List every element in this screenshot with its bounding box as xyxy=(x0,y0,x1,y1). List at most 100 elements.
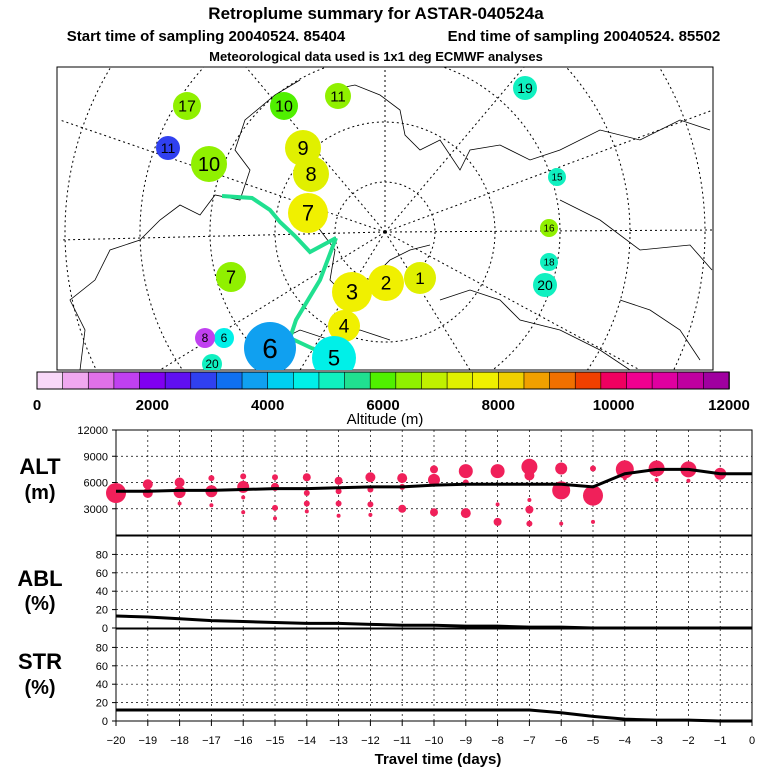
alt-cluster-point xyxy=(524,470,535,481)
alt-cluster-point xyxy=(240,473,247,480)
map-cluster-bubble xyxy=(328,310,360,342)
map-cluster-bubble xyxy=(285,130,321,166)
colorbar-segment xyxy=(703,371,730,390)
alt-cluster-point xyxy=(368,512,373,517)
altitude-colorbar: 0 2000 4000 6000 8000 10000 12000 xyxy=(33,371,750,414)
alt-panel-label: ALT xyxy=(19,454,61,479)
map-cluster-bubble xyxy=(325,83,351,109)
alt-panel-unit: (m) xyxy=(24,482,55,504)
alt-mean-line xyxy=(116,467,752,493)
str-panel-label: STR xyxy=(18,649,62,674)
x-tick-label: 0 xyxy=(749,735,755,747)
map-cluster-bubble xyxy=(214,328,234,348)
colorbar-segment xyxy=(190,371,218,390)
map-cluster-bubble xyxy=(156,136,180,160)
colorbar-segment xyxy=(87,371,115,390)
abl-chart: 0 20 40 60 80 xyxy=(96,535,753,635)
alt-cluster-point xyxy=(493,517,502,526)
map-cluster-bubble xyxy=(404,262,436,294)
abl-line xyxy=(115,614,752,630)
str-panel-unit: (%) xyxy=(24,677,55,699)
colorbar-segment xyxy=(472,371,500,390)
alt-cluster-point xyxy=(686,478,691,483)
colorbar-segment xyxy=(164,371,192,390)
map-cluster-label: 20 xyxy=(537,277,553,293)
map-cluster-label: 11 xyxy=(161,140,176,156)
colorbar-segment xyxy=(216,371,243,390)
x-tick-label: −15 xyxy=(266,735,285,747)
map-cluster-label: 7 xyxy=(226,267,236,287)
colorbar-segment xyxy=(36,371,64,390)
alt-cluster-point xyxy=(209,503,214,508)
map-cluster-bubble xyxy=(332,272,372,312)
alt-cluster-point xyxy=(490,464,505,479)
map-cluster-bubble xyxy=(270,92,298,120)
alt-cluster-point xyxy=(590,465,596,472)
colorbar-segment xyxy=(369,371,397,390)
y-tick-label: 60 xyxy=(96,661,108,673)
map-frame xyxy=(56,66,714,371)
map-cluster-label: 7 xyxy=(302,201,314,226)
x-tick-label: −2 xyxy=(682,735,695,747)
y-tick-label: 9000 xyxy=(84,451,108,463)
y-tick-label: 80 xyxy=(96,549,108,561)
x-tick-label: −20 xyxy=(107,735,126,747)
alt-cluster-point xyxy=(555,462,568,475)
x-tick-label: −16 xyxy=(234,735,253,747)
str-chart: 0 20 40 60 80 xyxy=(96,628,753,728)
x-tick-label: −6 xyxy=(555,735,568,747)
map-cluster-label: 8 xyxy=(202,331,209,345)
alt-cluster-point xyxy=(241,510,246,515)
x-tick-label: −17 xyxy=(202,735,221,747)
colorbar-segment xyxy=(600,371,628,390)
map-cluster-label: 15 xyxy=(551,173,563,184)
start-time-label: Start time of sampling 20040524. 85404 xyxy=(67,28,346,45)
y-tick-label: 40 xyxy=(96,679,108,691)
alt-cluster-point xyxy=(272,504,278,511)
map-clusters: 1 2 3 4 5 6 6 7 7 8 9 10 10 11 11 15 16 17 18 19 20 20 8 xyxy=(156,76,566,370)
map-cluster-bubble xyxy=(173,92,201,120)
alt-cluster-point xyxy=(174,477,185,488)
alt-cluster-point xyxy=(365,472,376,483)
map-cluster-label: 10 xyxy=(275,99,293,116)
x-tick-label: −7 xyxy=(523,735,536,747)
y-tick-label: 12000 xyxy=(77,425,108,437)
map-cluster-label: 19 xyxy=(517,80,533,96)
colorbar-segment xyxy=(421,371,448,390)
alt-cluster-point xyxy=(304,509,309,514)
colorbar-segment xyxy=(113,371,141,390)
y-tick-label: 0 xyxy=(102,623,108,635)
colorbar-frame xyxy=(36,371,730,390)
colorbar-tick-label: 6000 xyxy=(366,397,399,414)
alt-cluster-point xyxy=(334,476,343,485)
map-cluster-label: 17 xyxy=(178,99,196,116)
x-tick-label: −10 xyxy=(425,735,444,747)
alt-cluster-point xyxy=(525,505,534,514)
alt-cluster-point xyxy=(303,500,310,507)
map-cluster-bubble xyxy=(202,354,222,370)
colorbar-segment xyxy=(241,371,269,390)
map-cluster-label: 8 xyxy=(305,164,316,186)
x-tick-label: −13 xyxy=(329,735,348,747)
map-panel: 1 2 3 4 5 6 6 7 7 8 9 10 10 11 11 15 16 17 18 19 20 20 8 xyxy=(56,66,714,371)
x-tick-label: −5 xyxy=(587,735,600,747)
x-tick-label: −3 xyxy=(650,735,663,747)
y-tick-label: 80 xyxy=(96,642,108,654)
alt-cluster-point xyxy=(367,501,374,508)
abl-panel-unit: (%) xyxy=(24,593,55,615)
alt-cluster-point xyxy=(241,495,246,500)
end-time-label: End time of sampling 20040524. 85502 xyxy=(448,28,721,45)
alt-cluster-point xyxy=(142,479,153,490)
map-cluster-bubble xyxy=(191,146,227,182)
map-cluster-bubble xyxy=(195,328,215,348)
alt-cluster-point xyxy=(521,458,538,475)
colorbar-segment xyxy=(446,371,474,390)
map-cluster-bubble xyxy=(216,262,246,292)
alt-cluster-point xyxy=(302,473,311,482)
map-content: 1 2 3 4 5 6 6 7 7 8 9 10 10 11 11 15 16 17 18 19 20 20 8 xyxy=(59,67,713,370)
alt-cluster-point xyxy=(583,485,603,506)
colorbar-tick-label: 8000 xyxy=(482,397,515,414)
colorbar-tick-label: 12000 xyxy=(708,397,750,414)
map-cluster-label: 18 xyxy=(543,258,555,269)
